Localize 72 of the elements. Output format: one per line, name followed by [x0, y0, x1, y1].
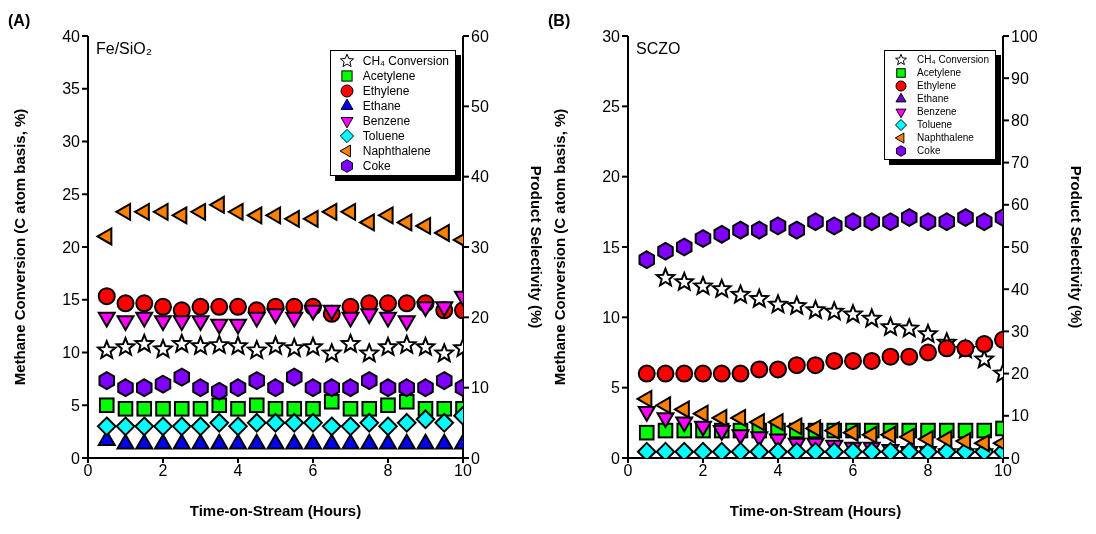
x-tick-label: 4	[773, 462, 783, 480]
y-tick-label: 15	[62, 291, 81, 309]
y2-tick-label: 0	[1011, 449, 1020, 467]
legend-label: Acetylene	[917, 67, 962, 78]
y-tick-label: 25	[602, 98, 621, 116]
x-tick-label: 8	[383, 462, 393, 480]
y-tick-label: 25	[62, 185, 81, 203]
x-tick-label: 10	[454, 462, 472, 480]
y2-tick-label: 20	[1011, 365, 1029, 383]
y2-tick-label: 30	[471, 238, 489, 256]
y2-tick-label: 60	[471, 27, 489, 45]
legend-label: Ethane	[362, 98, 401, 113]
y-tick-label: 10	[62, 344, 81, 362]
chart-title: (B)	[548, 12, 571, 30]
legend-label: Ethane	[917, 93, 949, 104]
legend-label: Benzene	[362, 113, 411, 128]
x-tick-label: 2	[158, 462, 168, 480]
y-axis-title: Methane Conversion (C atom basis, %)	[551, 108, 569, 386]
x-tick-label: 6	[848, 462, 858, 480]
y2-tick-label: 50	[1011, 238, 1029, 256]
legend-label: Coke	[917, 145, 941, 156]
y-tick-label: 20	[62, 238, 81, 256]
legend-label: Naphthalene	[362, 143, 431, 158]
y2-axis-title: Product Selectivity (%)	[1067, 165, 1085, 329]
y-tick-label: 15	[602, 238, 621, 256]
x-axis-title: Time-on-Stream (Hours)	[729, 502, 902, 519]
x-axis-title: Time-on-Stream (Hours)	[189, 502, 362, 519]
y-tick-label: 0	[611, 449, 621, 467]
y-tick-label: 40	[62, 27, 81, 45]
x-tick-label: 6	[308, 462, 318, 480]
y-tick-label: 35	[62, 80, 81, 98]
y2-tick-label: 10	[1011, 407, 1029, 425]
y2-tick-label: 40	[1011, 280, 1029, 298]
y-tick-label: 30	[602, 27, 621, 45]
y2-tick-label: 50	[471, 98, 489, 116]
legend-label: Acetylene	[362, 68, 416, 83]
y2-tick-label: 20	[471, 309, 489, 327]
legend-label: Ethylene	[362, 83, 410, 98]
legend-label: Toluene	[362, 128, 405, 143]
x-tick-label: 0	[83, 462, 93, 480]
legend-label: Coke	[362, 158, 391, 173]
y2-tick-label: 10	[471, 379, 489, 397]
y2-axis-title: Product Selectivity (%)	[527, 165, 545, 329]
annotation: SCZO	[636, 40, 681, 58]
y-tick-label: 10	[602, 309, 621, 327]
y-tick-label: 20	[602, 168, 621, 186]
x-tick-label: 8	[923, 462, 933, 480]
y2-tick-label: 100	[1011, 27, 1038, 45]
y-tick-label: 5	[611, 379, 621, 397]
chart-title: (A)	[8, 12, 31, 30]
y2-tick-label: 60	[1011, 196, 1029, 214]
legend-label: CH₄ Conversion	[917, 54, 989, 65]
legend-label: Benzene	[917, 106, 957, 117]
x-tick-label: 0	[623, 462, 633, 480]
x-tick-label: 4	[233, 462, 243, 480]
legend-label: Toluene	[917, 119, 953, 130]
y2-tick-label: 80	[1011, 112, 1029, 130]
annotation: Fe/SiO₂	[96, 40, 152, 58]
legend-label: CH₄ Conversion	[362, 53, 449, 68]
y2-tick-label: 70	[1011, 154, 1029, 172]
y-tick-label: 0	[71, 449, 81, 467]
legend-label: Naphthalene	[917, 132, 974, 143]
y2-tick-label: 40	[471, 168, 489, 186]
y-tick-label: 5	[71, 396, 81, 414]
y2-tick-label: 0	[471, 449, 480, 467]
legend-label: Ethylene	[917, 80, 957, 91]
x-tick-label: 2	[698, 462, 708, 480]
y2-tick-label: 90	[1011, 69, 1029, 87]
x-tick-label: 10	[994, 462, 1012, 480]
y2-tick-label: 30	[1011, 323, 1029, 341]
y-tick-label: 30	[62, 133, 81, 151]
y-axis-title: Methane Conversion (C atom basis, %)	[11, 108, 29, 386]
